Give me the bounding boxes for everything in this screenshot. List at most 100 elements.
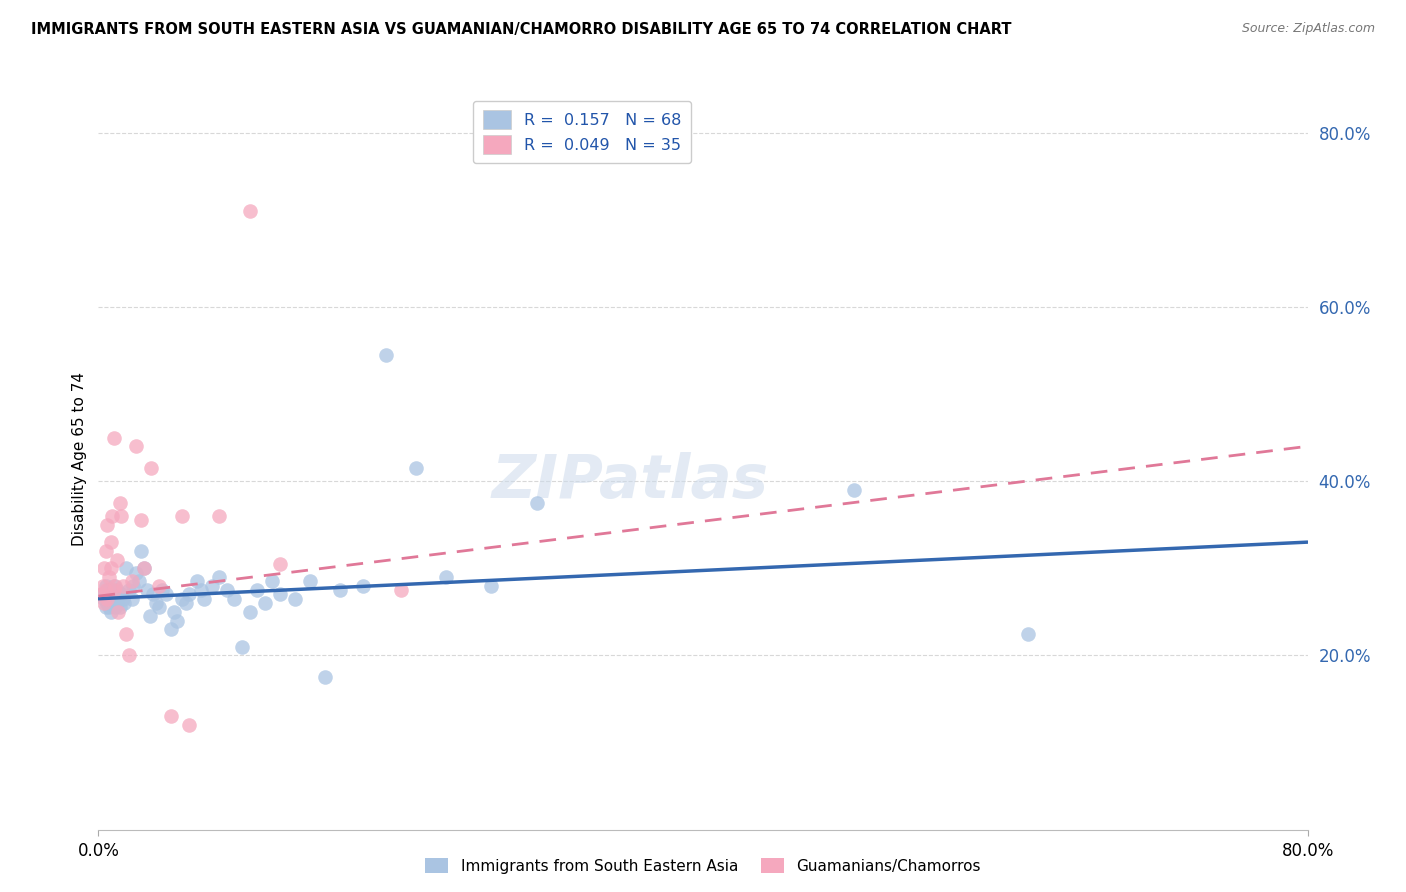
Point	[434, 570, 457, 584]
Point	[98, 587, 121, 601]
Point	[155, 587, 177, 601]
Point	[108, 600, 131, 615]
Point	[160, 709, 183, 723]
Point	[94, 600, 117, 615]
Point	[208, 570, 231, 584]
Point	[132, 561, 155, 575]
Point	[90, 587, 112, 601]
Y-axis label: Disability Age 65 to 74: Disability Age 65 to 74	[72, 372, 87, 547]
Point	[284, 591, 307, 606]
Point	[107, 605, 129, 619]
Point	[526, 496, 548, 510]
Point	[844, 483, 866, 497]
Point	[262, 574, 284, 589]
Point	[224, 591, 246, 606]
Legend: R =  0.157   N = 68, R =  0.049   N = 35: R = 0.157 N = 68, R = 0.049 N = 35	[472, 101, 692, 163]
Point	[132, 561, 155, 575]
Point	[129, 544, 152, 558]
Point	[91, 579, 114, 593]
Point	[179, 587, 201, 601]
Point	[103, 582, 125, 597]
Text: IMMIGRANTS FROM SOUTH EASTERN ASIA VS GUAMANIAN/CHAMORRO DISABILITY AGE 65 TO 74: IMMIGRANTS FROM SOUTH EASTERN ASIA VS GU…	[31, 22, 1011, 37]
Point	[125, 439, 148, 453]
Point	[329, 582, 352, 597]
Point	[100, 605, 122, 619]
Point	[100, 591, 122, 606]
Point	[121, 574, 143, 589]
Point	[142, 587, 165, 601]
Point	[101, 582, 124, 597]
Point	[96, 582, 118, 597]
Point	[389, 582, 412, 597]
Point	[166, 614, 188, 628]
Point	[190, 582, 212, 597]
Text: Source: ZipAtlas.com: Source: ZipAtlas.com	[1241, 22, 1375, 36]
Point	[94, 579, 117, 593]
Point	[148, 579, 170, 593]
Point	[108, 496, 131, 510]
Text: ZIPatlas: ZIPatlas	[492, 452, 769, 511]
Point	[231, 640, 253, 654]
Point	[160, 622, 183, 636]
Point	[100, 561, 122, 575]
Point	[94, 582, 117, 597]
Point	[100, 535, 122, 549]
Point	[114, 626, 136, 640]
Point	[104, 600, 127, 615]
Point	[93, 596, 115, 610]
Point	[201, 579, 224, 593]
Point	[107, 591, 129, 606]
Point	[110, 587, 132, 601]
Point	[208, 508, 231, 523]
Point	[96, 517, 118, 532]
Point	[118, 648, 141, 663]
Point	[145, 596, 167, 610]
Point	[141, 461, 163, 475]
Point	[170, 591, 193, 606]
Point	[193, 591, 215, 606]
Point	[122, 579, 145, 593]
Point	[314, 670, 336, 684]
Point	[103, 431, 125, 445]
Point	[101, 508, 124, 523]
Point	[98, 570, 121, 584]
Point	[96, 591, 118, 606]
Point	[103, 587, 125, 601]
Point	[150, 582, 173, 597]
Point	[112, 596, 135, 610]
Point	[110, 508, 132, 523]
Point	[135, 582, 157, 597]
Point	[374, 348, 396, 362]
Point	[239, 605, 262, 619]
Point	[105, 596, 128, 610]
Point	[96, 596, 118, 610]
Point	[105, 552, 128, 566]
Point	[170, 508, 193, 523]
Point	[174, 596, 197, 610]
Point	[269, 557, 291, 571]
Point	[129, 513, 152, 527]
Point	[125, 566, 148, 580]
Point	[91, 587, 114, 601]
Point	[163, 605, 186, 619]
Point	[118, 582, 141, 597]
Point	[114, 561, 136, 575]
Point	[246, 582, 269, 597]
Point	[93, 591, 115, 606]
Point	[148, 600, 170, 615]
Point	[103, 579, 125, 593]
Point	[215, 582, 238, 597]
Point	[269, 587, 291, 601]
Point	[179, 718, 201, 732]
Point	[111, 591, 134, 606]
Point	[128, 574, 150, 589]
Point	[101, 596, 124, 610]
Point	[121, 591, 143, 606]
Point	[352, 579, 374, 593]
Point	[481, 579, 503, 593]
Point	[1017, 626, 1039, 640]
Point	[186, 574, 208, 589]
Point	[405, 461, 427, 475]
Point	[94, 544, 117, 558]
Point	[239, 204, 262, 219]
